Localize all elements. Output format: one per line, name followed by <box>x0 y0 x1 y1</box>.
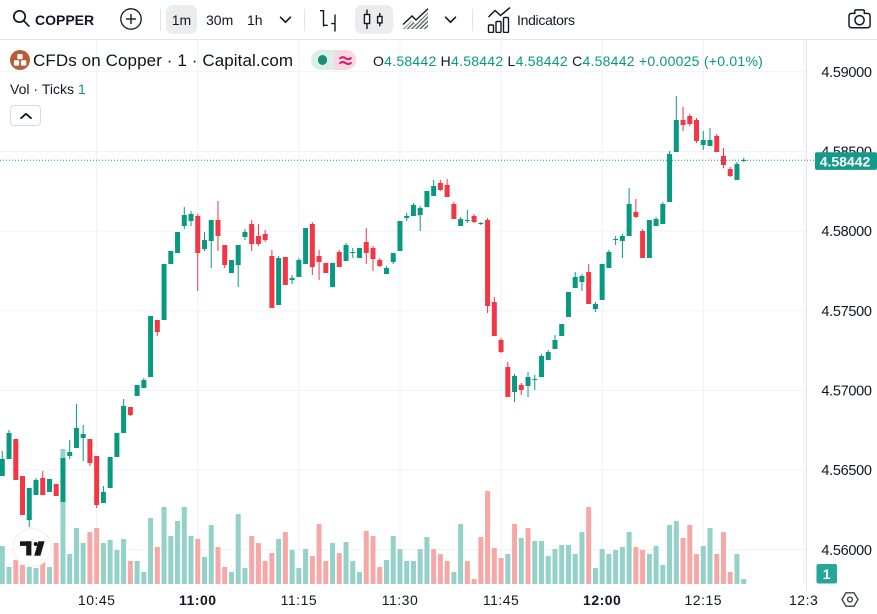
svg-text:4.56000: 4.56000 <box>821 543 872 559</box>
svg-text:10:45: 10:45 <box>78 592 116 608</box>
svg-text:4.58000: 4.58000 <box>821 224 872 240</box>
svg-text:12:15: 12:15 <box>685 592 723 608</box>
svg-text:11:15: 11:15 <box>281 592 318 608</box>
svg-text:4.56500: 4.56500 <box>821 463 872 479</box>
svg-text:4.57500: 4.57500 <box>821 304 872 320</box>
svg-text:11:00: 11:00 <box>179 592 217 608</box>
svg-text:4.58442: 4.58442 <box>820 153 871 169</box>
svg-text:11:45: 11:45 <box>483 592 520 608</box>
svg-text:12:3: 12:3 <box>789 592 818 608</box>
svg-text:4.59000: 4.59000 <box>821 65 872 81</box>
svg-text:12:00: 12:00 <box>583 592 621 608</box>
svg-text:4.57000: 4.57000 <box>821 384 872 400</box>
svg-text:11:30: 11:30 <box>382 592 419 608</box>
svg-text:1: 1 <box>823 566 831 582</box>
